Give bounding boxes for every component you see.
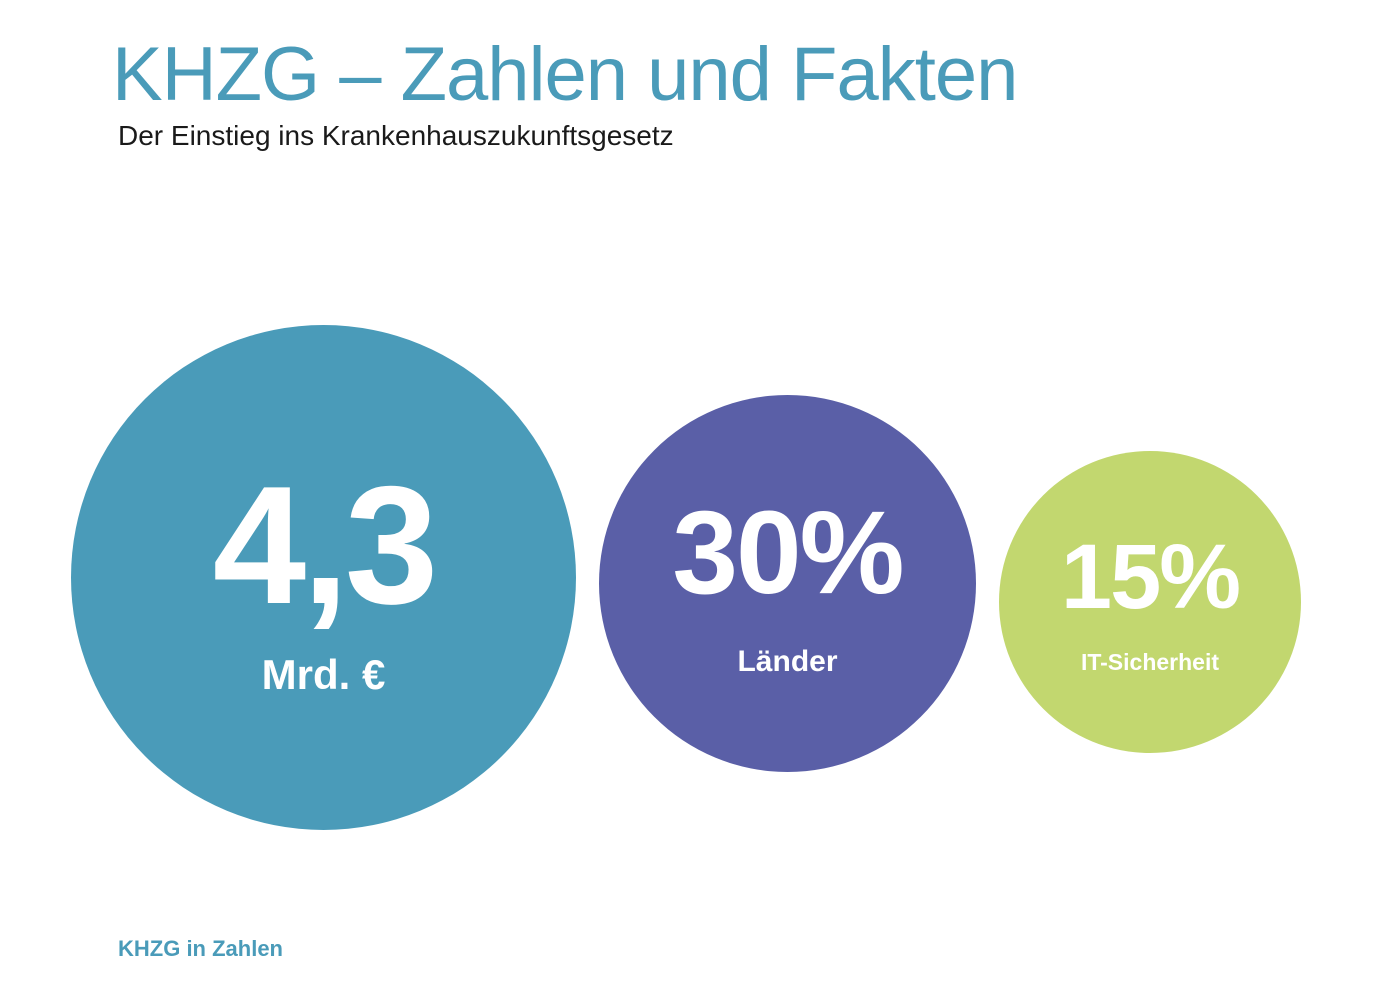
stat-label: Mrd. € <box>261 651 386 698</box>
stat-value: 30% <box>672 487 904 619</box>
stat-value: 15% <box>1060 526 1241 628</box>
stat-label: Länder <box>737 645 838 678</box>
stat-label: IT-Sicherheit <box>1080 649 1220 675</box>
footer-label: KHZG in Zahlen <box>118 936 283 961</box>
stat-value: 4,3 <box>212 451 439 639</box>
stat-circle-it-sicherheit: 15% IT-Sicherheit <box>999 451 1301 753</box>
page-title: KHZG – Zahlen und Fakten <box>112 32 1018 117</box>
stat-circle-laender: 30% Länder <box>599 395 976 772</box>
stat-circle-investment: 4,3 Mrd. € <box>71 325 576 830</box>
page-subtitle: Der Einstieg ins Krankenhauszukunftsgese… <box>118 120 674 151</box>
